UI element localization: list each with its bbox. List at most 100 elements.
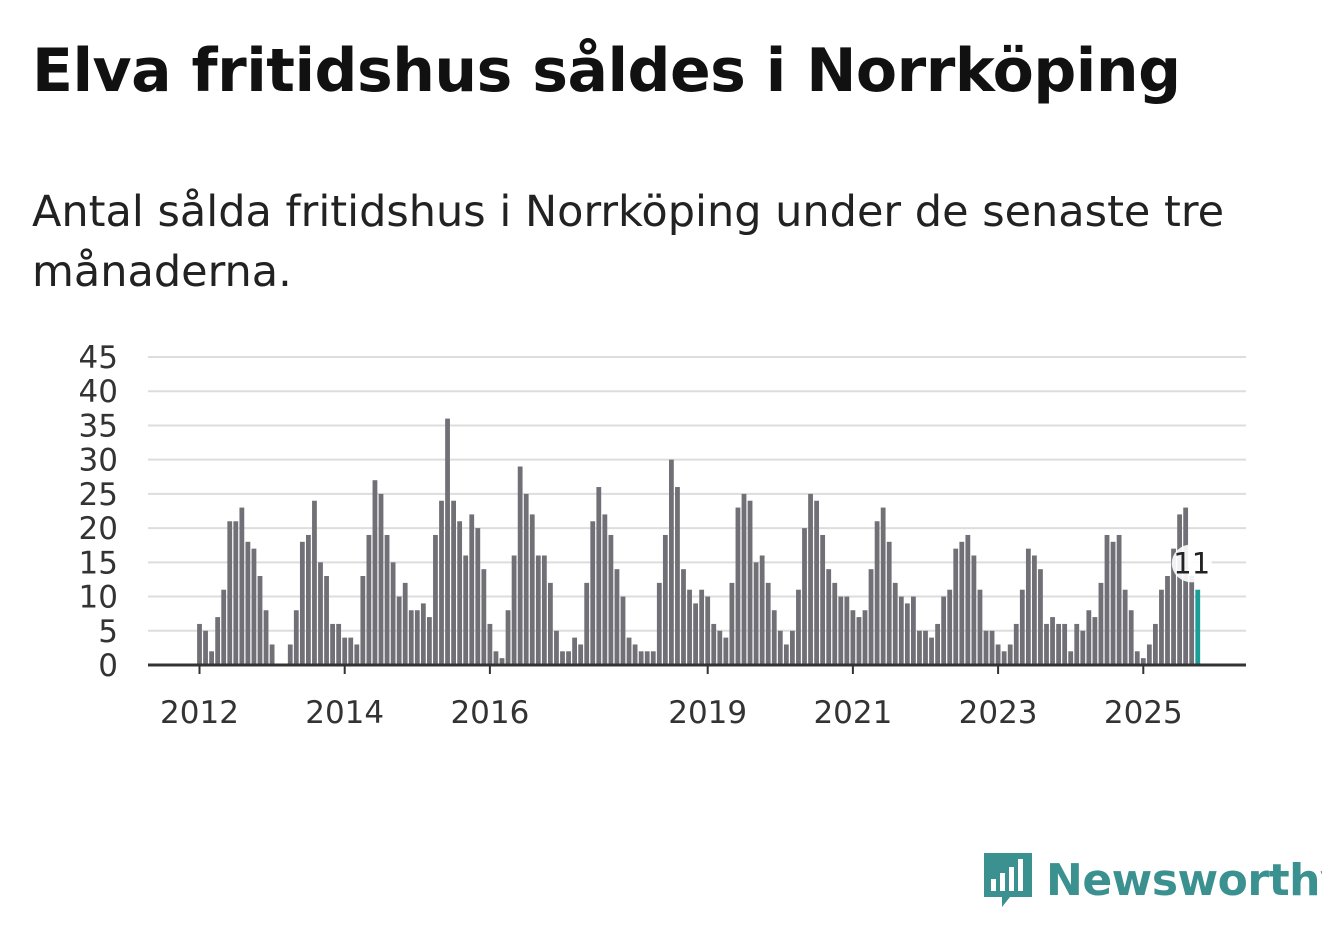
bar	[917, 630, 922, 665]
bar	[1122, 589, 1128, 665]
bar	[408, 610, 414, 665]
bar	[566, 651, 571, 665]
bar	[451, 500, 456, 665]
bar	[1001, 651, 1007, 665]
bar	[445, 418, 450, 665]
y-tick-label: 40	[79, 374, 118, 410]
bar	[935, 623, 940, 665]
bar	[898, 596, 904, 665]
bar	[856, 617, 862, 665]
bar	[850, 610, 856, 665]
bar	[227, 521, 233, 665]
bar	[886, 541, 892, 665]
bar	[1104, 534, 1110, 665]
bar	[366, 534, 372, 665]
bar	[790, 630, 795, 665]
bar	[1007, 644, 1013, 665]
bar	[941, 596, 947, 665]
x-axis-ticks: 2012 2014 2016 2019 2021 2023 2025	[160, 665, 1183, 731]
bar	[759, 555, 765, 665]
bar	[874, 521, 880, 665]
x-tick-label: 2023	[959, 695, 1038, 731]
bar	[1153, 623, 1158, 665]
bar	[233, 521, 239, 665]
bar	[299, 541, 305, 665]
highlighted-bar	[1195, 589, 1201, 665]
bar	[620, 596, 626, 665]
y-tick-label: 10	[79, 580, 118, 616]
bar	[354, 644, 360, 665]
bar	[656, 582, 662, 665]
bar	[584, 582, 590, 665]
bar	[1086, 610, 1092, 665]
bar	[844, 596, 850, 665]
newsworthy-logo: Newsworthy	[980, 848, 1322, 912]
bar	[741, 493, 747, 665]
bar	[396, 596, 402, 665]
bar	[669, 459, 674, 665]
bar	[705, 596, 711, 665]
bar	[735, 507, 741, 665]
bar	[923, 630, 928, 665]
bar	[439, 500, 444, 665]
bars	[197, 418, 1201, 665]
bar	[1092, 617, 1098, 665]
bar	[832, 582, 838, 665]
bar	[457, 521, 463, 665]
bar	[675, 487, 680, 665]
bar	[693, 603, 698, 665]
bar	[481, 569, 487, 665]
bar	[911, 596, 916, 665]
bar	[1013, 623, 1019, 665]
bar	[747, 500, 753, 665]
bar	[1044, 623, 1049, 665]
bar	[541, 555, 547, 665]
bar-chart-speech-bubble-icon	[984, 853, 1032, 907]
bar	[699, 589, 705, 665]
bar	[820, 534, 826, 665]
bar	[644, 651, 650, 665]
bar	[221, 589, 227, 665]
x-tick-label: 2012	[160, 695, 239, 731]
bar	[1146, 644, 1152, 665]
bar	[499, 658, 505, 665]
bar	[560, 651, 565, 665]
bar	[572, 637, 577, 665]
bar	[1110, 541, 1116, 665]
bar	[638, 651, 644, 665]
bar	[548, 582, 553, 665]
y-tick-label: 25	[79, 477, 118, 513]
y-tick-label: 35	[79, 408, 118, 444]
bar	[511, 555, 517, 665]
bar	[475, 528, 481, 665]
bar	[796, 589, 801, 665]
bar	[463, 555, 469, 665]
bar	[802, 528, 807, 665]
x-tick-label: 2016	[450, 695, 529, 731]
bar	[287, 644, 293, 665]
bar	[245, 541, 251, 665]
bar	[1062, 623, 1068, 665]
bar	[239, 507, 245, 665]
bar	[427, 617, 432, 665]
bar	[717, 630, 723, 665]
bar	[1098, 582, 1104, 665]
y-tick-label: 30	[79, 443, 118, 479]
bar	[590, 521, 596, 665]
bar	[324, 576, 329, 665]
x-tick-label: 2021	[813, 695, 892, 731]
bar	[269, 644, 275, 665]
bar	[336, 623, 342, 665]
bar	[765, 582, 771, 665]
y-tick-label: 5	[98, 614, 118, 650]
bar	[614, 569, 620, 665]
value-labels: 11	[1171, 544, 1212, 583]
bar	[989, 630, 995, 665]
bar	[1025, 548, 1031, 665]
bar	[977, 589, 983, 665]
bar	[1019, 589, 1025, 665]
bar	[342, 637, 348, 665]
bar	[1068, 651, 1074, 665]
bar	[1134, 651, 1140, 665]
bar	[360, 576, 366, 665]
